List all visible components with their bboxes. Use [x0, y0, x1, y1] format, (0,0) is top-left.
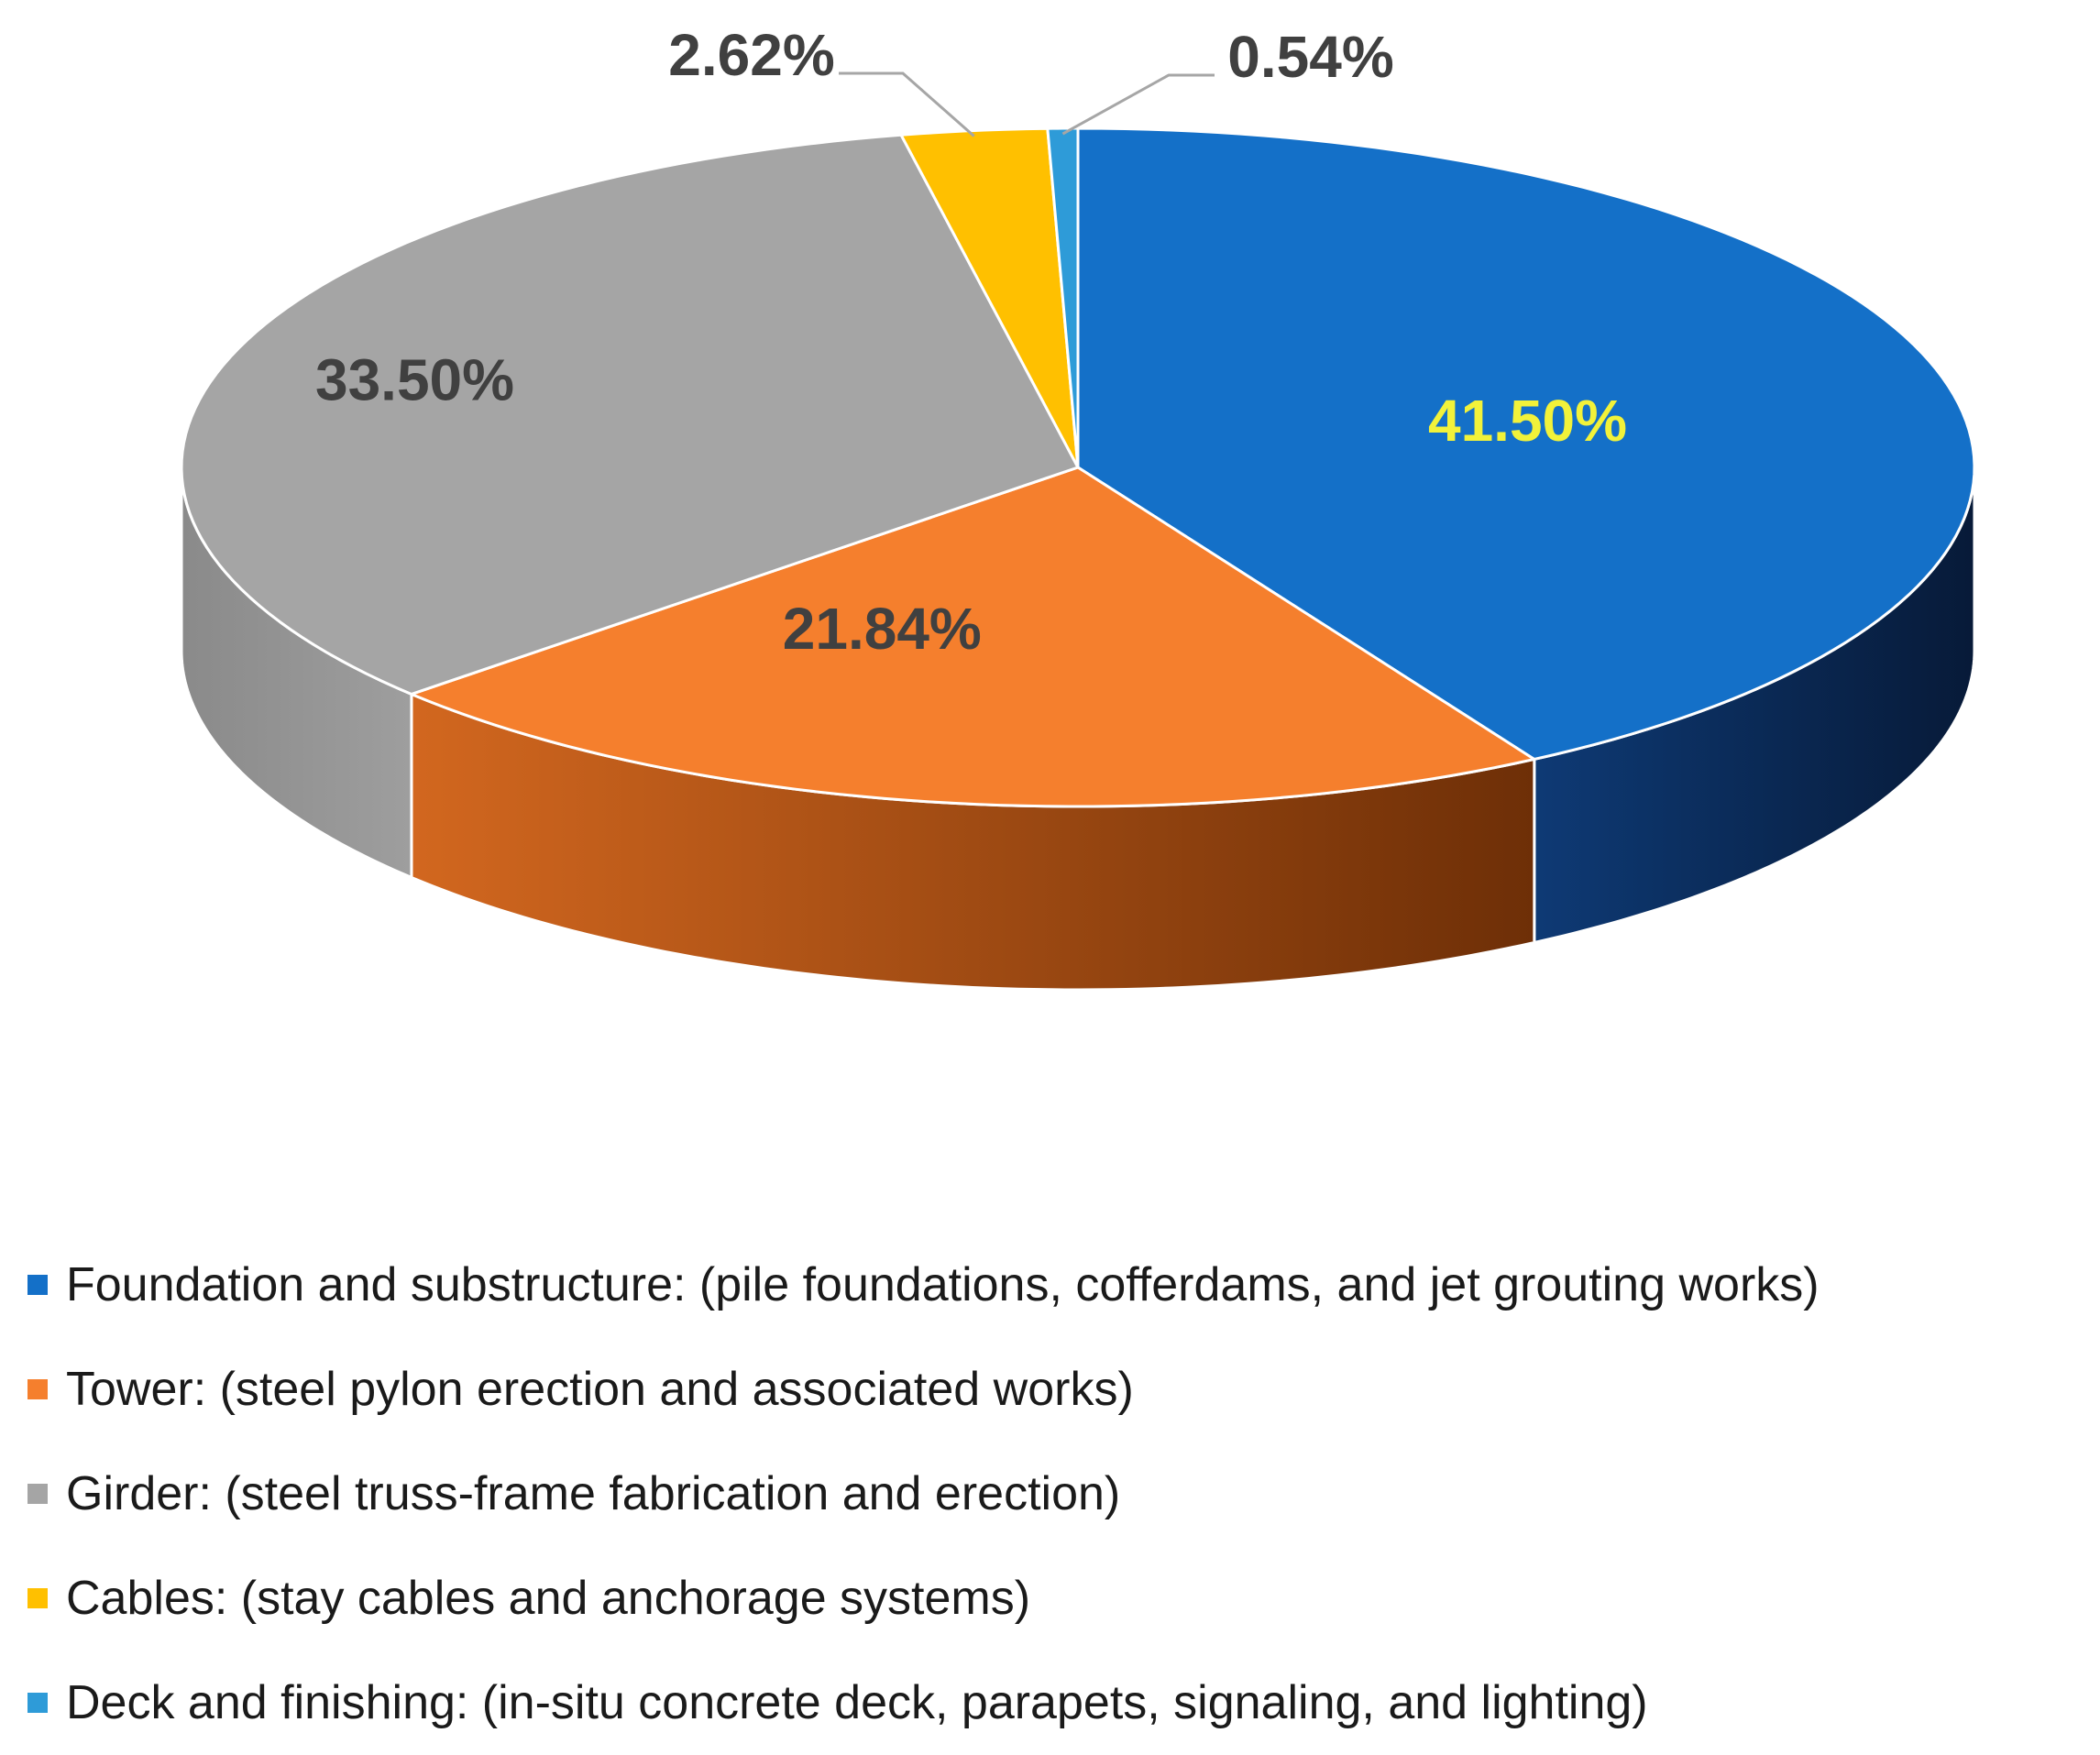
legend-label: Cables: (stay cables and anchorage syste…: [66, 1572, 1031, 1625]
pie-labels: 41.50% 21.84% 33.50% 2.62% 0.54%: [315, 22, 1627, 662]
legend-label: Foundation and substructure: (pile found…: [66, 1258, 1820, 1311]
data-label: 21.84%: [783, 596, 982, 662]
legend-item: Cables: (stay cables and anchorage syste…: [27, 1546, 2090, 1651]
pie-slice-cables: [899, 126, 1080, 469]
pie-slice-girder: [180, 133, 1080, 696]
legend-label: Tower: (steel pylon erection and associa…: [66, 1363, 1134, 1416]
data-label: 2.62%: [668, 22, 834, 88]
legend-swatch: [27, 1693, 48, 1713]
pie-chart: 41.50% 21.84% 33.50% 2.62% 0.54%: [180, 22, 1976, 992]
legend-item: Girder: (steel truss-frame fabrication a…: [27, 1442, 2090, 1546]
legend-label: Deck and finishing: (in-situ concrete de…: [66, 1676, 1648, 1729]
legend-item: Foundation and substructure: (pile found…: [27, 1233, 2090, 1337]
data-label: 0.54%: [1227, 24, 1393, 90]
pie-slice-tower: [410, 466, 1536, 808]
pie-tops: [180, 126, 1976, 808]
legend-swatch: [27, 1588, 48, 1608]
pie-slice-foundation-and-substructure: [1076, 126, 1976, 761]
legend-swatch: [27, 1379, 48, 1399]
legend-swatch: [27, 1275, 48, 1295]
leader-line: [839, 71, 975, 137]
legend-label: Girder: (steel truss-frame fabrication a…: [66, 1467, 1121, 1520]
legend-item: Deck and finishing: (in-situ concrete de…: [27, 1651, 2090, 1755]
legend-item: Tower: (steel pylon erection and associa…: [27, 1337, 2090, 1442]
pie-leaders: [839, 71, 1215, 137]
data-label: 41.50%: [1428, 388, 1627, 454]
legend-swatch: [27, 1484, 48, 1504]
pie-slice-deck-and-finishing: [1046, 126, 1080, 469]
leader-line: [1061, 73, 1215, 136]
data-label: 33.50%: [315, 346, 514, 412]
legend: Foundation and substructure: (pile found…: [27, 1233, 2090, 1755]
